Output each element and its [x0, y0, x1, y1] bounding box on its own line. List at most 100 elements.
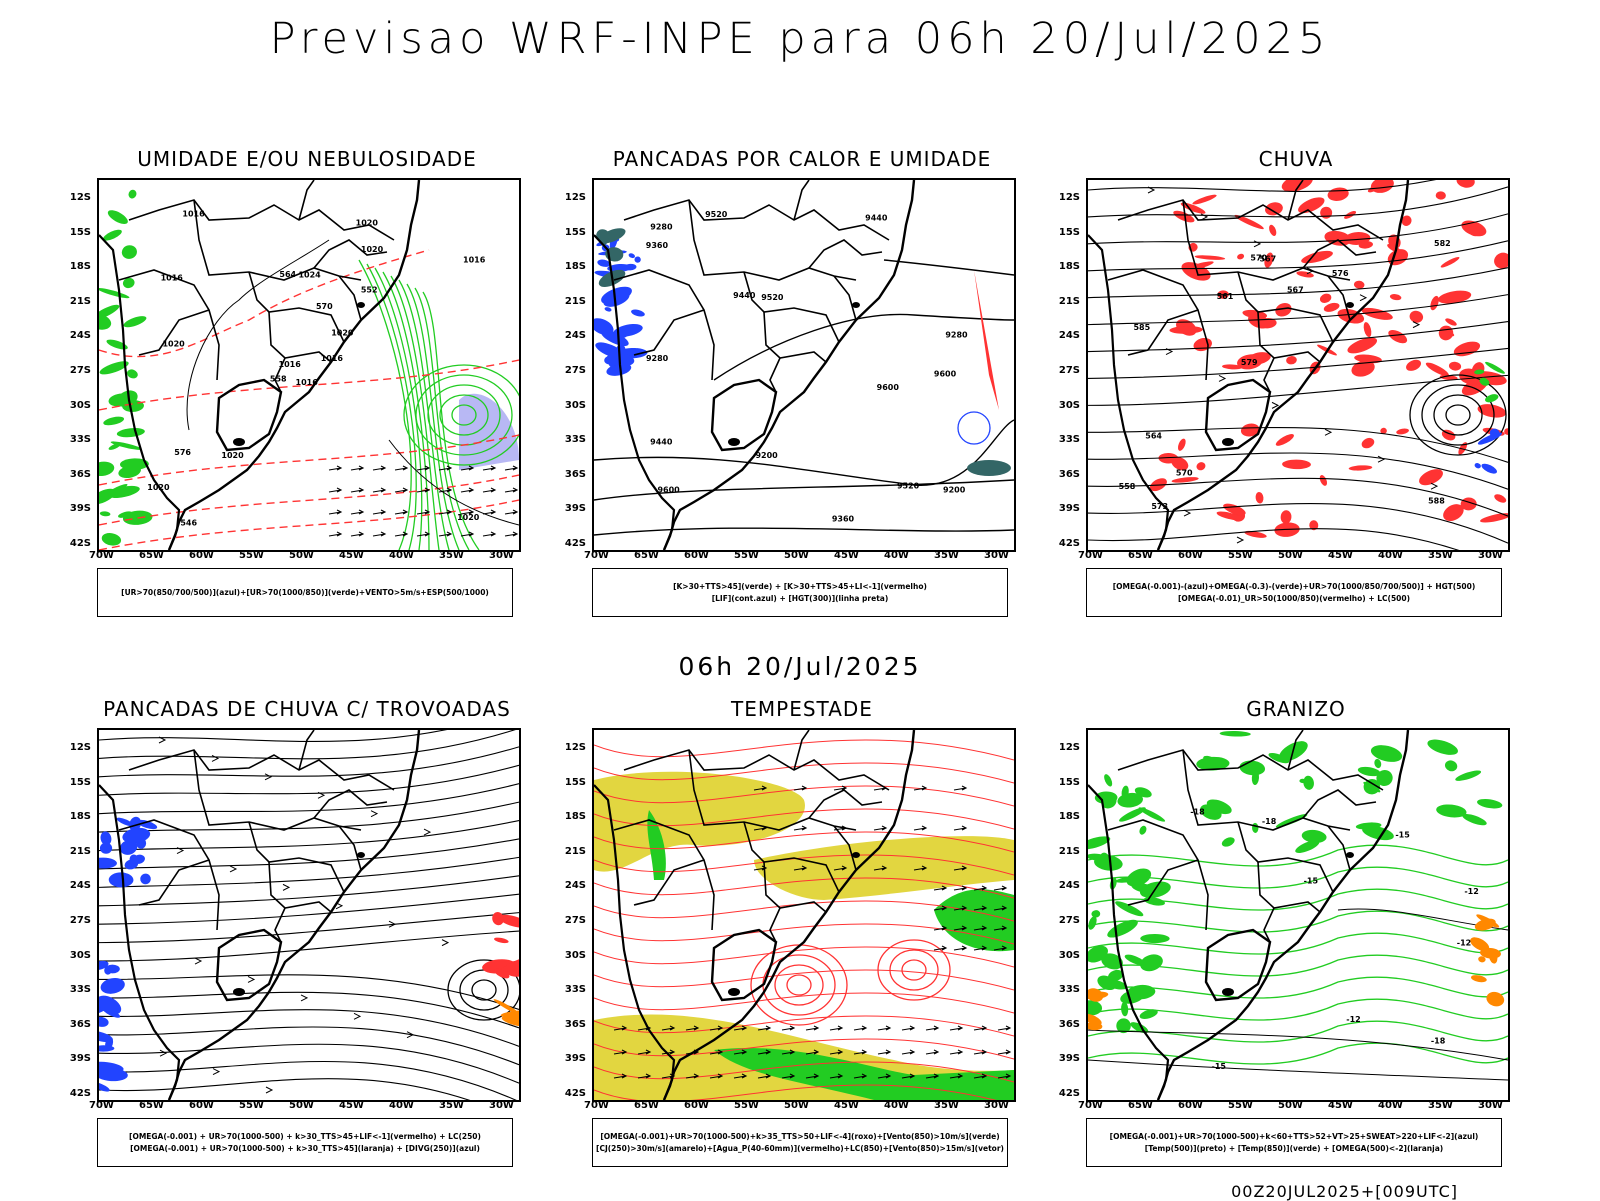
longitude-label: 40W: [389, 550, 414, 561]
panel-title: GRANIZO: [1246, 697, 1346, 721]
latitude-label: 12S: [69, 192, 91, 203]
longitude-label: 30W: [1478, 550, 1503, 561]
latitude-label: 12S: [564, 192, 586, 203]
longitude-label: 70W: [584, 1100, 609, 1111]
longitude-label: 65W: [1128, 1100, 1153, 1111]
latitude-label: 24S: [1058, 330, 1080, 342]
map-canvas: 9600 9600 9600 9520 9520 9520 9440 9440 9440 9360…: [594, 180, 1014, 550]
latitude-label: 39S: [564, 1053, 586, 1065]
contour-label: 9440: [650, 437, 673, 446]
latitude-label: 27S: [69, 365, 91, 376]
contour-label: 9520: [897, 481, 920, 490]
latitude-label: 24S: [1058, 880, 1080, 892]
longitude-label: 50W: [289, 1100, 314, 1111]
longitude-label: 50W: [289, 550, 314, 561]
longitude-label: 60W: [189, 1100, 214, 1111]
map-panel: 9600 9600 9600 9520 9520 9520 9440 9440 9440 9360…: [592, 178, 1016, 552]
latitude-label: 12S: [69, 742, 91, 753]
latitude-label: 42S: [69, 1088, 91, 1099]
latitude-label: 24S: [564, 880, 586, 892]
latitude-label: 42S: [1058, 1088, 1080, 1099]
contour-label: 1016: [279, 360, 302, 369]
panel-legend: [OMEGA(-0.001)-(azul)+OMEGA(-0.3)-(verde…: [1086, 568, 1502, 617]
contour-label: 552: [361, 286, 378, 295]
legend-line: [Temp(500)](preto) + [Temp(850)](verde) …: [1144, 1143, 1444, 1153]
contour-label: 9360: [832, 515, 855, 524]
latitude-label: 30S: [69, 949, 91, 961]
panel-legend: [UR>70(850/700/500)](azul)+[UR>70(1000/8…: [97, 568, 513, 617]
contour-label: 9280: [646, 354, 669, 363]
longitude-label: 45W: [834, 550, 859, 561]
latitude-label: 42S: [564, 1088, 586, 1099]
cyclone-red-streamlines-east: [877, 939, 951, 1001]
latitude-label: 30S: [564, 399, 586, 411]
latitude-label: 24S: [69, 880, 91, 892]
latitude-label: 27S: [564, 915, 586, 926]
longitude-label: 40W: [884, 1100, 909, 1111]
latitude-label: 33S: [564, 434, 586, 446]
contour-label: 579: [1241, 358, 1258, 367]
longitude-label: 55W: [734, 550, 759, 561]
longitude-label: 50W: [1278, 550, 1303, 561]
longitude-label: 55W: [734, 1100, 759, 1111]
teal-blobs: [596, 228, 626, 288]
latitude-label: 15S: [69, 226, 91, 238]
latitude-label: 18S: [69, 261, 91, 273]
map-canvas: [594, 730, 1014, 1100]
contour-label: 1016: [161, 274, 184, 283]
contour-label: -12: [1457, 938, 1471, 947]
divg-blue-north: [99, 816, 158, 888]
contour-label: 1020: [361, 245, 384, 254]
contour-label: 576: [174, 448, 191, 457]
contour-label: 9440: [865, 214, 888, 223]
contour-label: 9360: [646, 241, 669, 250]
latitude-label: 18S: [1058, 261, 1080, 273]
contour-label: 9200: [943, 486, 966, 495]
rain-red-south: [1149, 423, 1508, 538]
hgt500-contours: [1088, 180, 1508, 550]
contour-label: -18: [1190, 807, 1205, 816]
longitude-label: 40W: [1378, 1100, 1403, 1111]
latitude-label: 42S: [1058, 538, 1080, 549]
pressure-black-contours: [186, 239, 519, 526]
contour-label: 558: [1119, 482, 1136, 491]
panel-legend: [OMEGA(-0.001)+UR>70(1000-500)+k>35_TTS>…: [592, 1118, 1008, 1167]
longitude-label: 55W: [239, 550, 264, 561]
latitude-label: 27S: [69, 915, 91, 926]
latitude-label: 15S: [564, 226, 586, 238]
panel-title: TEMPESTADE: [731, 697, 873, 721]
latitude-label: 21S: [564, 845, 586, 857]
contour-label: 570: [316, 302, 333, 311]
longitude-label: 70W: [1078, 1100, 1103, 1111]
contour-label: 9600: [657, 485, 680, 494]
cyclone-black-contours: [1409, 374, 1507, 456]
longitude-label: 35W: [934, 1100, 959, 1111]
contour-label: 567: [1287, 286, 1304, 295]
divg-blue-west: [99, 960, 128, 1092]
legend-line: [UR>70(850/700/500)](azul)+[UR>70(1000/8…: [121, 587, 489, 597]
main-title: Previsao WRF-INPE para 06h 20/Jul/2025: [269, 14, 1331, 64]
contour-label: 585: [1133, 323, 1150, 332]
contour-label: 9600: [934, 369, 957, 378]
contour-label: -15: [1395, 831, 1410, 840]
panel-title: PANCADAS POR CALOR E UMIDADE: [612, 147, 992, 171]
rain-blue: [1474, 428, 1502, 474]
latitude-label: 33S: [564, 984, 586, 996]
longitude-label: 45W: [1328, 1100, 1353, 1111]
contour-label: -18: [1431, 1037, 1446, 1046]
latitude-label: 36S: [564, 1018, 586, 1030]
thickness-red-dashes: [99, 249, 519, 550]
teal-area: [967, 460, 1011, 476]
longitude-label: 45W: [339, 1100, 364, 1111]
longitude-label: 45W: [339, 550, 364, 561]
panel-legend: [OMEGA(-0.001)+UR>70(1000-500)+k<60+TTS>…: [1086, 1118, 1502, 1167]
longitude-label: 65W: [1128, 550, 1153, 561]
longitude-label: 65W: [634, 550, 659, 561]
latitude-label: 36S: [69, 468, 91, 480]
contour-label: -15: [1212, 1062, 1227, 1071]
contour-label: 558: [270, 375, 287, 384]
panel-legend: [OMEGA(-0.001) + UR>70(1000-500) + k>30_…: [97, 1118, 513, 1167]
contour-label: 9200: [755, 451, 778, 460]
latitude-label: 21S: [1058, 295, 1080, 307]
rain-red-area: [1169, 180, 1508, 377]
